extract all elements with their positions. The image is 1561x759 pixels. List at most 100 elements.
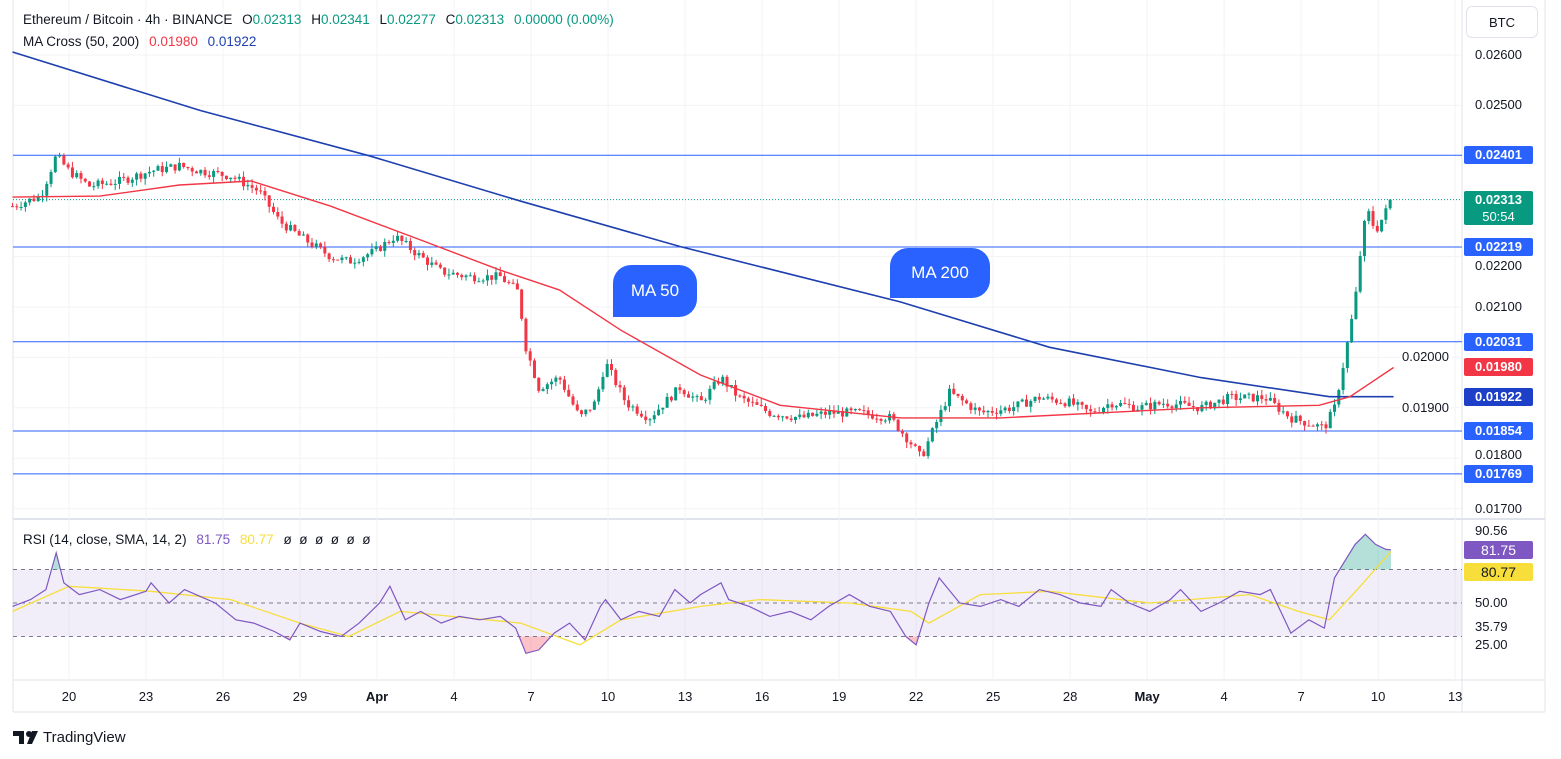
candle — [734, 384, 738, 396]
candle — [58, 155, 62, 157]
candle — [841, 410, 845, 417]
candle — [982, 410, 986, 413]
candle — [233, 177, 237, 179]
candle — [1375, 225, 1379, 232]
candle — [1380, 219, 1384, 232]
candle — [674, 387, 678, 401]
candle — [926, 441, 930, 457]
open-number: 0.02313 — [252, 12, 302, 27]
candle — [421, 253, 425, 258]
close-number: 0.02313 — [455, 12, 505, 27]
candle — [1251, 393, 1255, 402]
candle — [768, 411, 772, 417]
rsi-axis-label: 25.00 — [1475, 636, 1508, 652]
time-axis-label: 20 — [61, 689, 77, 704]
candle — [357, 261, 361, 263]
candle — [571, 396, 575, 405]
candle — [1153, 401, 1157, 410]
time-axis-label: 4 — [450, 689, 458, 704]
candle — [947, 388, 951, 407]
candle — [481, 280, 485, 282]
candle — [447, 274, 451, 276]
time-axis-label: 16 — [754, 689, 770, 704]
candle — [366, 254, 370, 258]
time-axis-label: 13 — [677, 689, 693, 704]
candle — [597, 389, 601, 402]
candle — [378, 246, 382, 251]
candle — [147, 171, 151, 174]
candle — [105, 183, 109, 185]
candle — [237, 176, 241, 179]
rsi-axis-label: 50.00 — [1475, 595, 1508, 610]
candle — [340, 257, 344, 261]
candle — [965, 400, 969, 404]
candle — [323, 246, 327, 254]
candle — [408, 240, 412, 251]
candle — [272, 206, 276, 213]
rsi-sma-line — [12, 551, 1392, 646]
rsi-sma-value: 80.77 — [239, 532, 274, 547]
candle — [246, 185, 250, 187]
candle — [1303, 421, 1307, 426]
candle — [588, 409, 592, 411]
tradingview-logo[interactable]: TradingView — [13, 729, 126, 746]
candle — [567, 389, 571, 397]
candle — [1067, 398, 1071, 407]
candle — [913, 444, 917, 446]
candle — [1367, 211, 1371, 221]
candle — [477, 281, 481, 283]
ma50-annotation[interactable]: MA 50 — [613, 265, 697, 317]
candle — [1294, 415, 1298, 423]
candle — [682, 390, 686, 395]
candle — [169, 164, 173, 167]
ma200-annotation[interactable]: MA 200 — [890, 248, 990, 298]
candle — [1221, 399, 1225, 404]
candle — [1119, 403, 1123, 406]
candle — [1059, 402, 1063, 404]
candle — [319, 243, 323, 247]
candle — [1140, 405, 1144, 410]
candle — [361, 257, 365, 262]
candle — [1362, 220, 1366, 256]
candle — [413, 250, 417, 256]
candle — [1050, 396, 1054, 400]
candle — [1170, 406, 1174, 409]
candle — [156, 166, 160, 171]
candle — [657, 409, 661, 416]
ma50-value: 0.01980 — [149, 34, 198, 49]
candle — [1033, 396, 1037, 402]
rsi-extra-values: ø ø ø ø ø ø — [283, 532, 371, 547]
time-axis-label: 19 — [831, 689, 847, 704]
candle — [396, 235, 400, 241]
open-label: O — [242, 12, 253, 27]
ma200-price-tag: 0.01922 — [1464, 387, 1533, 406]
candle — [19, 206, 23, 208]
rsi-axis-label: 90.56 — [1475, 523, 1508, 539]
candle — [836, 410, 840, 414]
candle — [1029, 401, 1033, 407]
currency-button[interactable]: BTC — [1466, 6, 1538, 38]
candle — [1063, 403, 1067, 407]
candle — [896, 419, 900, 431]
candle — [759, 404, 763, 407]
candle — [687, 394, 691, 398]
candle — [999, 410, 1003, 414]
candle — [143, 173, 147, 179]
candle — [1384, 208, 1388, 220]
candle — [460, 274, 464, 278]
candle — [177, 162, 181, 171]
candle — [276, 212, 280, 217]
candle — [224, 175, 228, 180]
candle — [631, 406, 635, 408]
candle — [969, 403, 973, 410]
candle — [1110, 404, 1114, 408]
low-number: 0.02277 — [387, 12, 436, 27]
candle — [545, 384, 549, 390]
rsi-axis-label: 35.79 — [1475, 618, 1508, 634]
candle — [900, 430, 904, 434]
candle — [1341, 367, 1345, 391]
candle — [558, 377, 562, 380]
candle — [751, 401, 755, 403]
candle — [678, 387, 682, 391]
